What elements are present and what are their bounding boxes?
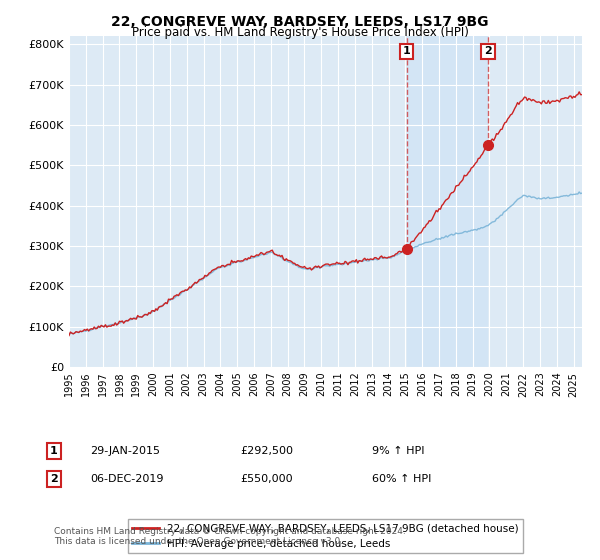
Text: Contains HM Land Registry data © Crown copyright and database right 2024.
This d: Contains HM Land Registry data © Crown c… [54, 526, 406, 546]
Text: £550,000: £550,000 [240, 474, 293, 484]
Text: 22, CONGREVE WAY, BARDSEY, LEEDS, LS17 9BG: 22, CONGREVE WAY, BARDSEY, LEEDS, LS17 9… [111, 15, 489, 29]
Text: Price paid vs. HM Land Registry's House Price Index (HPI): Price paid vs. HM Land Registry's House … [131, 26, 469, 39]
Text: 60% ↑ HPI: 60% ↑ HPI [372, 474, 431, 484]
Text: 1: 1 [50, 446, 58, 456]
Text: 1: 1 [403, 46, 410, 57]
Text: 29-JAN-2015: 29-JAN-2015 [90, 446, 160, 456]
Text: 2: 2 [50, 474, 58, 484]
Text: 2: 2 [484, 46, 492, 57]
Bar [407, 36, 488, 367]
Legend: 22, CONGREVE WAY, BARDSEY, LEEDS, LS17 9BG (detached house), HPI: Average price,: 22, CONGREVE WAY, BARDSEY, LEEDS, LS17 9… [128, 519, 523, 553]
Text: £292,500: £292,500 [240, 446, 293, 456]
Text: 9% ↑ HPI: 9% ↑ HPI [372, 446, 425, 456]
Text: 06-DEC-2019: 06-DEC-2019 [90, 474, 163, 484]
